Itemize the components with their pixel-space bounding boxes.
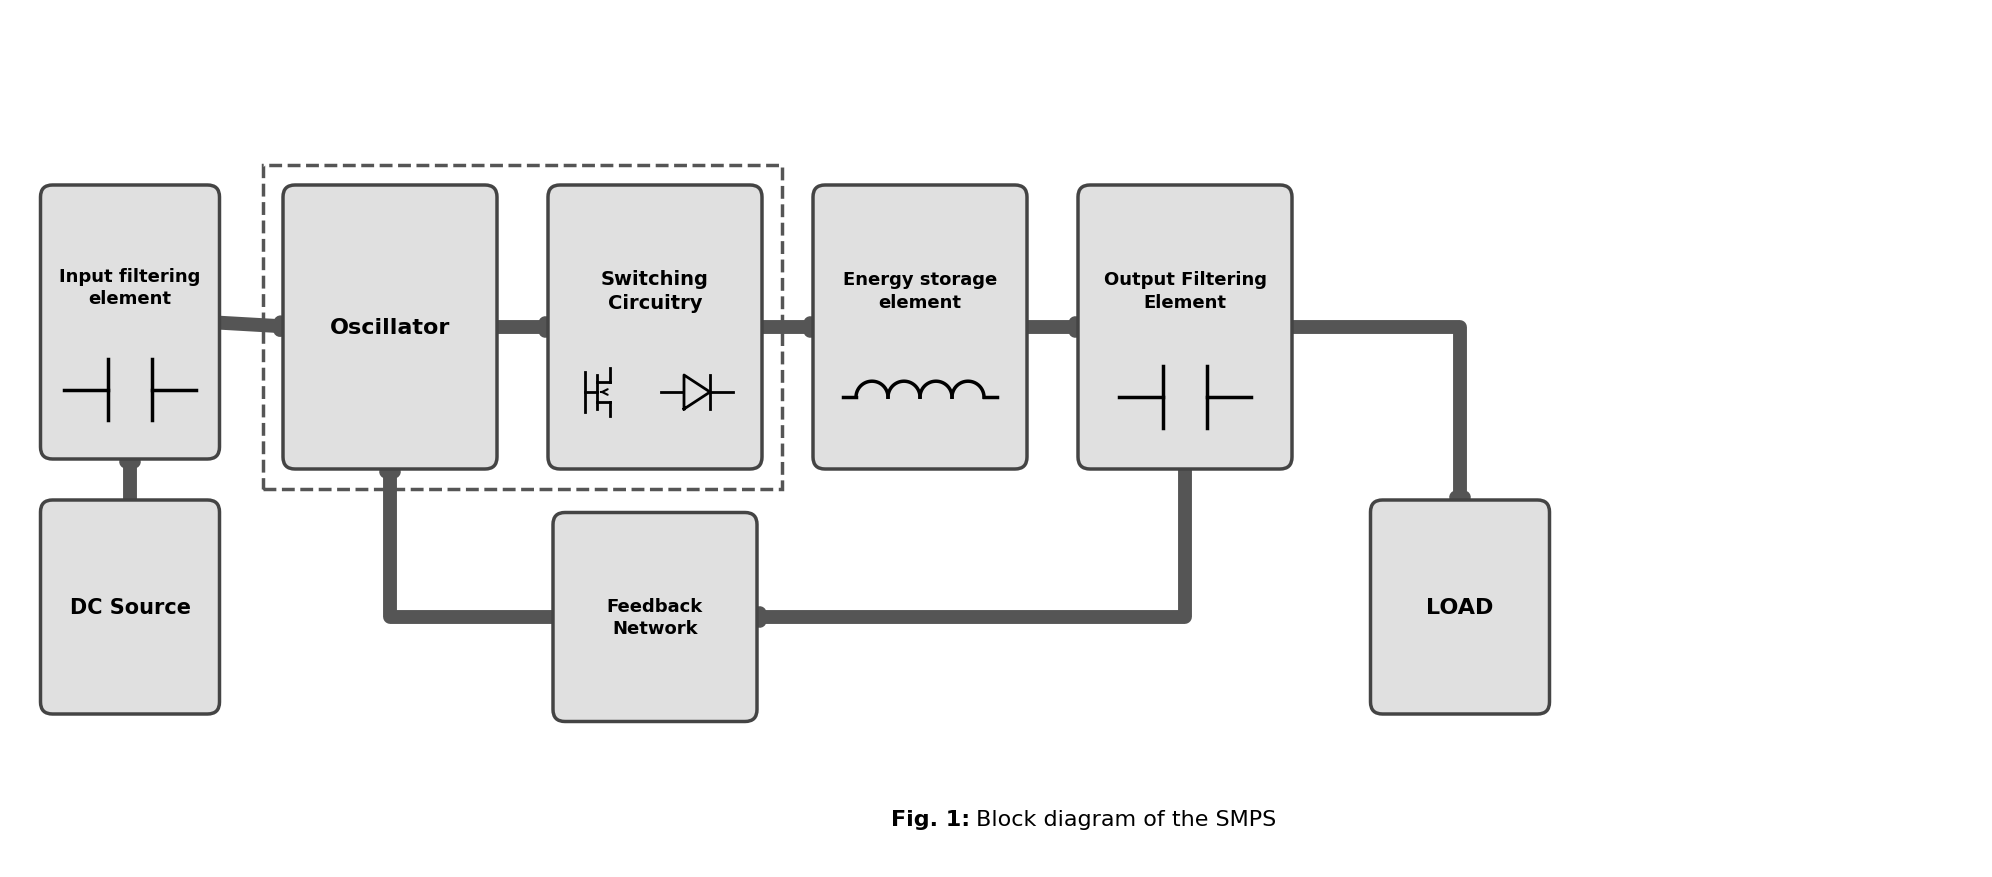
Text: Oscillator: Oscillator — [331, 317, 450, 338]
Text: Energy storage
element: Energy storage element — [843, 271, 998, 311]
FancyBboxPatch shape — [813, 186, 1028, 469]
FancyBboxPatch shape — [1370, 501, 1550, 714]
Text: LOAD: LOAD — [1426, 597, 1494, 617]
Text: DC Source: DC Source — [70, 597, 191, 617]
FancyBboxPatch shape — [40, 501, 219, 714]
Text: Switching
Circuitry: Switching Circuitry — [602, 270, 709, 312]
FancyBboxPatch shape — [40, 186, 219, 460]
FancyBboxPatch shape — [554, 513, 757, 722]
FancyBboxPatch shape — [548, 186, 763, 469]
Text: Feedback
Network: Feedback Network — [608, 597, 703, 638]
Polygon shape — [683, 375, 709, 410]
FancyBboxPatch shape — [283, 186, 496, 469]
Text: Fig. 1:: Fig. 1: — [890, 809, 970, 829]
FancyBboxPatch shape — [1078, 186, 1293, 469]
Text: Block diagram of the SMPS: Block diagram of the SMPS — [968, 809, 1277, 829]
Text: Output Filtering
Element: Output Filtering Element — [1104, 271, 1267, 311]
Bar — [263, 166, 783, 489]
Text: Input filtering
element: Input filtering element — [60, 267, 201, 308]
